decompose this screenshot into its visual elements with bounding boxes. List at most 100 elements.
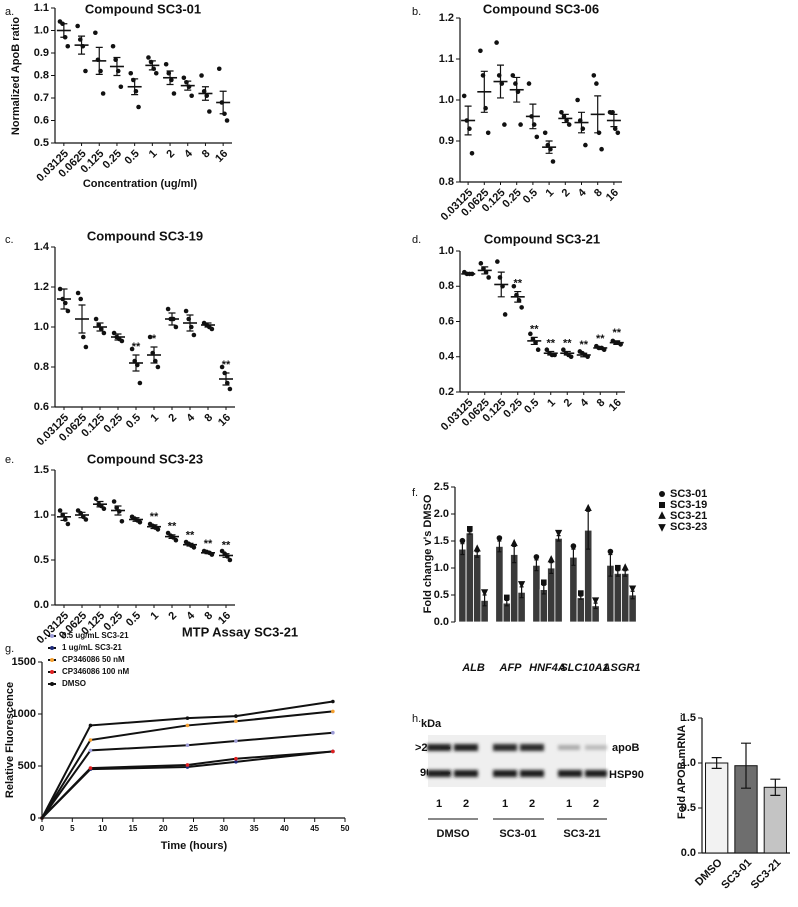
y-tick-label: 0.6 [34, 114, 49, 126]
y-tick-label: 0.9 [34, 47, 49, 59]
data-point [136, 104, 141, 110]
x-tick-label: 4 [182, 147, 195, 160]
error-bar [96, 322, 104, 332]
data-point [119, 519, 125, 524]
data-point [163, 61, 169, 67]
legend-dot [50, 658, 54, 662]
significance-label: ** [513, 277, 522, 289]
y-tick-label: 1.0 [439, 94, 454, 106]
bar-marker [541, 579, 547, 586]
data-point [57, 286, 63, 292]
bar-marker [578, 590, 584, 596]
x-tick-label: 1 [543, 187, 556, 200]
data-point [519, 305, 524, 310]
error-bar [204, 551, 212, 555]
bar [473, 554, 482, 623]
bar-marker [591, 597, 600, 605]
data-point [191, 332, 197, 338]
y-tick-label: 2.0 [434, 508, 449, 520]
data-point [207, 109, 212, 114]
bar [613, 573, 622, 623]
bar [763, 786, 787, 854]
significance-label: ** [132, 341, 141, 353]
line-point [185, 723, 190, 728]
x-tick-label: 2 [164, 148, 177, 161]
error-bar [467, 531, 472, 535]
x-tick-label: 0.5 [522, 397, 541, 416]
data-point [568, 354, 574, 360]
x-tick-label: ALB [461, 662, 485, 674]
error-bar [114, 505, 122, 516]
error-bar [534, 559, 539, 572]
panel-label: e. [5, 454, 14, 466]
error-bar [78, 304, 86, 334]
y-tick-label: 0.5 [34, 137, 49, 149]
significance-label: ** [563, 337, 572, 349]
x-tick-label: 5 [70, 824, 75, 833]
line-point [331, 699, 335, 704]
y-tick-label: 0.8 [34, 361, 49, 373]
error-bar [78, 511, 86, 519]
bar-marker [510, 538, 518, 547]
data-point [561, 347, 566, 353]
bar [576, 597, 585, 623]
panel-label: f. [412, 487, 418, 499]
data-point [612, 126, 618, 131]
x-tick-label: 25 [189, 824, 198, 833]
x-axis-title: Concentration (ug/ml) [83, 178, 198, 190]
blot-background [428, 735, 606, 787]
bar-marker [517, 581, 526, 589]
error-bar [504, 599, 509, 607]
error-bar [132, 517, 140, 522]
x-tick-label: 0.25 [102, 610, 126, 634]
chart-title: MTP Assay SC3-21 [182, 624, 298, 639]
data-point [478, 48, 483, 54]
data-point [147, 334, 153, 340]
data-point [494, 40, 499, 45]
y-tick-label: 1.5 [34, 464, 49, 476]
bar-marker [570, 543, 577, 549]
significance-label: ** [596, 333, 605, 345]
panel-label: h. [412, 713, 421, 725]
error-bar [571, 548, 576, 566]
y-tick-label: 1000 [12, 708, 36, 720]
bar [554, 537, 563, 623]
bar-marker [607, 548, 614, 555]
error-bar [475, 551, 480, 558]
data-point [155, 527, 161, 532]
data-point [93, 316, 99, 322]
x-tick-label: 16 [216, 412, 233, 429]
error-bar [530, 336, 538, 346]
error-bar [594, 95, 602, 134]
bands [427, 744, 607, 777]
error-bar [497, 271, 505, 298]
data-point [591, 73, 597, 78]
error-bar [596, 346, 604, 350]
y-tick-label: 0.6 [439, 315, 454, 327]
data-point [111, 330, 117, 336]
data-point [544, 347, 550, 353]
y-tick-label: 1.2 [34, 281, 49, 293]
error-bar [563, 350, 571, 356]
data-point [129, 346, 135, 352]
error-bar [168, 534, 176, 539]
group-label: SC3-21 [563, 828, 600, 840]
line-point [234, 739, 238, 743]
bar-marker [496, 535, 503, 541]
error-bar [96, 500, 104, 508]
x-tick-label: 50 [341, 824, 350, 833]
data-point [93, 30, 98, 36]
error-bar [113, 56, 121, 77]
error-bar [150, 346, 158, 364]
bar-marker [504, 594, 510, 601]
y-tick-label: 0.0 [434, 616, 449, 628]
data-point [610, 110, 615, 115]
data-point [111, 499, 117, 504]
x-tick-label: 15 [128, 824, 137, 833]
panel-label: g. [5, 643, 14, 655]
data-point [566, 122, 572, 127]
data-point [118, 84, 124, 90]
significance-label: ** [150, 511, 159, 523]
error-bar [464, 105, 472, 136]
data-point [216, 66, 222, 72]
